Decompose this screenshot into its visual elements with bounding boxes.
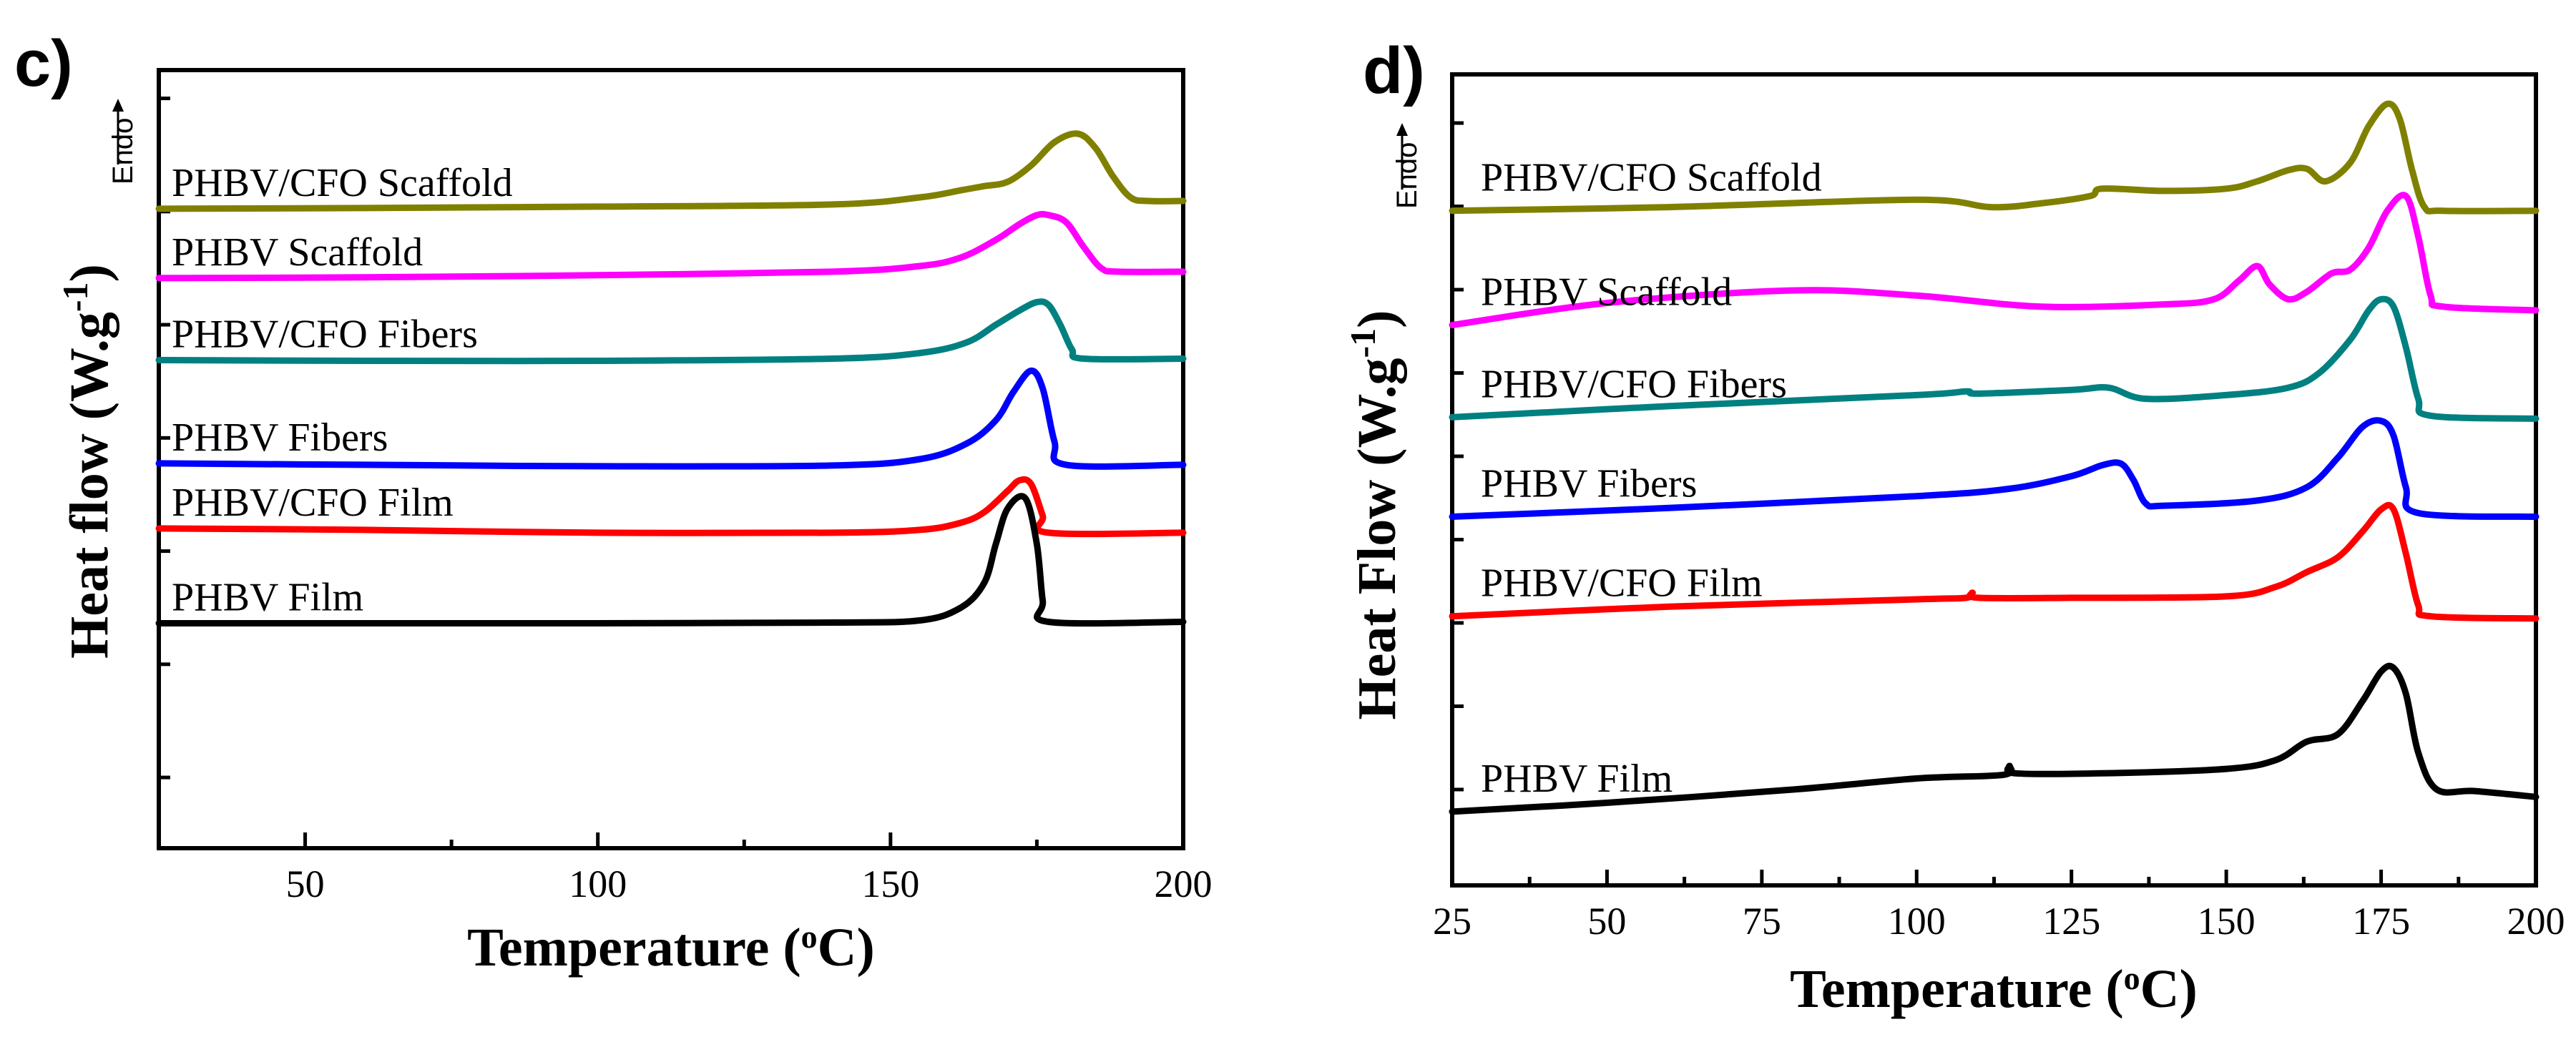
series-labels-c: PHBV/CFO Scaffold PHBV Scaffold PHBV/CFO F… <box>172 161 513 620</box>
series-labels-d: PHBV/CFO Scaffold PHBV Scaffold PHBV/CFO F… <box>1481 156 1822 801</box>
x-axis-label-c-sup: o <box>801 918 818 955</box>
series-line-d-2 <box>1449 295 2540 422</box>
series-line-c-4 <box>155 476 1187 538</box>
y-axis-label-d-sup: -1 <box>1343 328 1383 358</box>
series-line-d-1 <box>1449 192 2540 328</box>
x-tick-label-c-2: 150 <box>861 862 919 905</box>
series-line-d-4 <box>1449 501 2540 622</box>
y-axis-label-c-sup: -1 <box>55 282 95 312</box>
x-tick-label-d-7: 200 <box>2507 900 2565 943</box>
x-axis-label-d-main: Temperature ( <box>1790 959 2123 1019</box>
panel-letter-c: c) <box>14 27 73 100</box>
x-axis-label-c: Temperature (oC) <box>467 918 875 978</box>
series-label-d-2: PHBV/CFO Fibers <box>1481 362 1787 406</box>
series-line-c-5 <box>155 493 1187 627</box>
x-tick-label-d-5: 150 <box>2198 900 2256 943</box>
x-tick-label-d-0: 25 <box>1433 900 1471 943</box>
y-axis-label-c-main: Heat flow (W.g <box>59 312 119 659</box>
x-tick-label-d-3: 100 <box>1888 900 1946 943</box>
panel-letter-d: d) <box>1363 34 1425 107</box>
series-line-d-3 <box>1449 417 2540 520</box>
endo-arrow-icon-c <box>112 99 124 112</box>
series-label-c-5: PHBV Film <box>172 575 363 619</box>
endo-label-c: Endo <box>107 118 139 185</box>
x-tick-label-d-6: 175 <box>2352 900 2410 943</box>
endo-arrow-icon-d <box>1396 123 1408 136</box>
series-line-c-0 <box>155 130 1187 212</box>
y-axis-label-c: Heat flow (W.g-1) <box>55 264 119 659</box>
x-ticks-c: 50 100 150 200 <box>157 832 1213 905</box>
x-axis-label-c-end: C) <box>818 918 875 978</box>
series-line-d-5 <box>1449 662 2540 815</box>
series-label-c-2: PHBV/CFO Fibers <box>172 313 478 357</box>
y-axis-label-d-main: Heat Flow (W.g <box>1347 358 1407 720</box>
panel-d: d) 25 50 75 100 125 150 175 200 PHBV/CFO Scaffo… <box>1343 34 2565 1019</box>
series-line-c-1 <box>155 210 1187 282</box>
x-axis-label-d-sup: o <box>2124 960 2140 996</box>
x-axis-label-c-main: Temperature ( <box>467 918 800 978</box>
x-axis-label-d-end: C) <box>2140 959 2198 1019</box>
series-label-d-4: PHBV/CFO Film <box>1481 561 1763 606</box>
series-label-c-1: PHBV Scaffold <box>172 230 423 275</box>
series-label-d-1: PHBV Scaffold <box>1481 270 1732 315</box>
series-label-c-4: PHBV/CFO Film <box>172 481 454 525</box>
x-tick-label-d-2: 75 <box>1743 900 1781 943</box>
endo-label-d: Endo <box>1391 142 1423 209</box>
series-label-d-0: PHBV/CFO Scaffold <box>1481 156 1822 200</box>
endo-indicator-c: Endo <box>107 99 139 185</box>
series-line-c-2 <box>155 298 1187 365</box>
series-label-d-3: PHBV Fibers <box>1481 462 1697 506</box>
panel-c: c) 50 100 150 200 PHBV/CFO Scaffold PHBV Sca… <box>14 27 1213 978</box>
curves-d <box>1449 100 2540 815</box>
endo-indicator-d: Endo <box>1391 123 1423 209</box>
y-axis-label-d: Heat Flow (W.g-1) <box>1343 310 1407 720</box>
x-tick-label-c-1: 100 <box>569 862 627 905</box>
series-line-d-0 <box>1449 100 2540 215</box>
series-label-c-0: PHBV/CFO Scaffold <box>172 161 513 205</box>
x-tick-label-c-0: 50 <box>286 862 325 905</box>
series-label-d-5: PHBV Film <box>1481 757 1673 801</box>
x-tick-label-d-1: 50 <box>1587 900 1626 943</box>
series-line-c-3 <box>155 367 1187 470</box>
x-tick-label-d-4: 125 <box>2042 900 2100 943</box>
series-label-c-3: PHBV Fibers <box>172 416 388 460</box>
x-axis-label-d: Temperature (oC) <box>1790 959 2198 1019</box>
y-axis-label-d-end: ) <box>1347 310 1407 328</box>
y-ticks-d <box>1452 121 1464 792</box>
x-ticks-d: 25 50 75 100 125 150 175 200 <box>1433 870 2565 943</box>
plot-frame-c <box>157 68 1185 850</box>
x-tick-label-c-3: 200 <box>1155 862 1213 905</box>
y-axis-label-c-end: ) <box>59 264 119 282</box>
curves-c <box>155 130 1187 627</box>
